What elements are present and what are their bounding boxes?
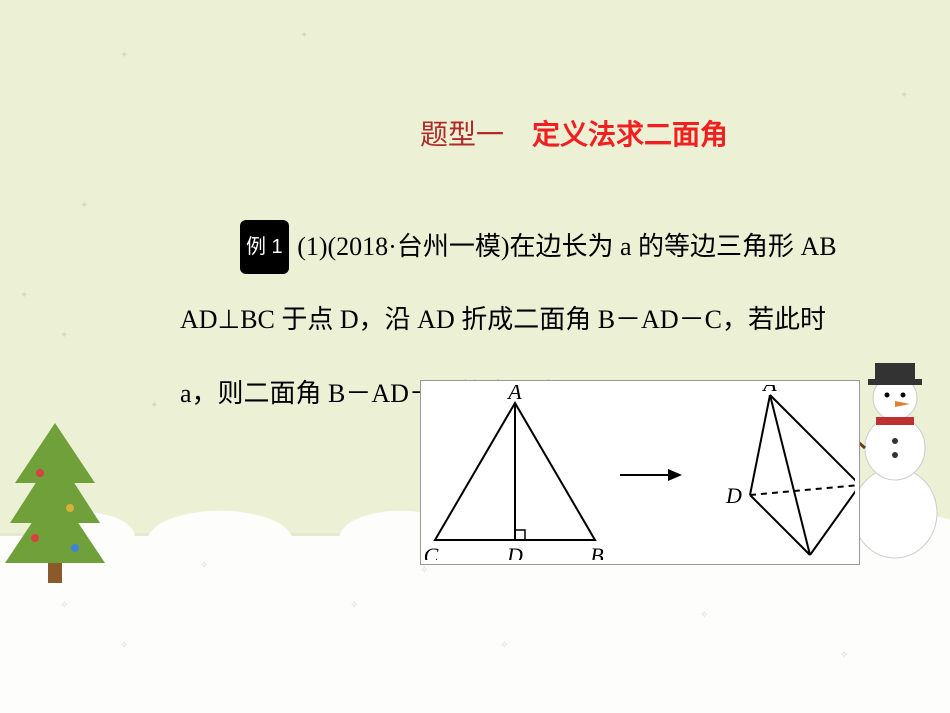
section-title: 题型一 定义法求二面角	[420, 100, 950, 173]
tree-decoration	[0, 413, 110, 593]
title-main: 定义法求二面角	[532, 120, 728, 151]
geometry-diagram: A C D B A D B C	[420, 380, 860, 565]
title-prefix: 题型一	[420, 120, 532, 151]
left-triangle: A C D B	[424, 380, 604, 565]
example-badge: 例 1	[240, 220, 289, 274]
text-line-2: AD⊥BC 于点 D，沿 AD 折成二面角 B－AD－C，若此时	[180, 305, 826, 334]
svg-text:C: C	[803, 555, 818, 565]
right-solid: A D B C	[725, 380, 860, 565]
svg-text:B: B	[590, 543, 603, 565]
svg-text:D: D	[506, 543, 523, 565]
svg-text:A: A	[506, 380, 522, 404]
svg-text:C: C	[424, 543, 439, 565]
svg-text:D: D	[725, 483, 742, 508]
fold-arrow	[620, 469, 682, 481]
text-line-1: (1)(2018·台州一模)在边长为 a 的等边三角形 AB	[297, 232, 836, 261]
svg-text:A: A	[761, 380, 777, 396]
